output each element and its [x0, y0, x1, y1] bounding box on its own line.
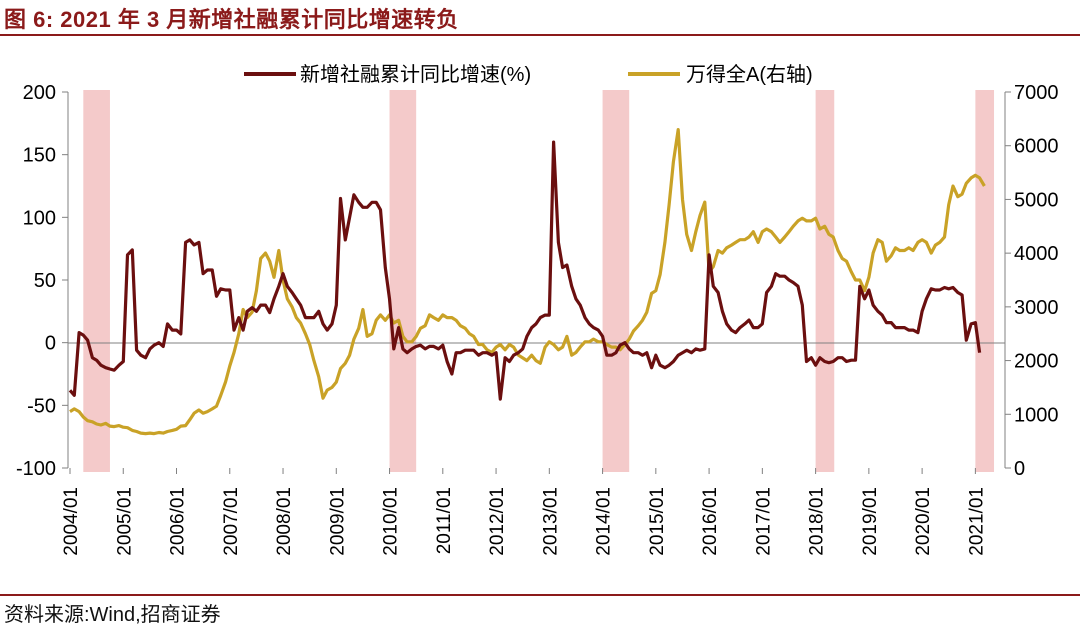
series-line-social-financing: [68, 140, 982, 401]
shaded-period: [602, 90, 630, 472]
legend-label-series1: 新增社融累计同比增速(%): [300, 63, 531, 86]
y-right-ticks: 7000 6000 5000 4000 3000 2000 1000 0: [1005, 82, 1059, 480]
y-right-tick-label: 6000: [1014, 136, 1059, 158]
y-left-tick-label: -100: [16, 458, 56, 480]
y-right-tick-label: 7000: [1014, 82, 1059, 104]
y-left-tick-label: 150: [23, 145, 56, 167]
x-tick-label: 2014/01: [594, 487, 615, 556]
y-left-tick-label: 50: [34, 270, 56, 292]
footer-rule: [0, 594, 1080, 596]
x-tick-label: 2012/01: [487, 487, 508, 556]
x-ticks: 2004/01 2005/01 2006/01 2007/01 2008/01 2009/…: [61, 468, 987, 556]
x-tick-label: 2013/01: [540, 487, 561, 556]
y-left-ticks: 200 150 100 50 0 -50 -100: [16, 82, 68, 480]
x-tick-label: 2010/01: [381, 487, 402, 556]
series-line-wind-a: [69, 128, 986, 436]
y-left-tick-label: -50: [27, 395, 56, 417]
y-right-tick-label: 1000: [1014, 404, 1059, 426]
x-tick-label: 2007/01: [221, 487, 242, 556]
x-tick-label: 2021/01: [966, 487, 987, 556]
legend: 新增社融累计同比增速(%) 万得全A(右轴): [244, 63, 813, 86]
y-left-tick-label: 200: [23, 82, 56, 104]
y-right-tick-label: 5000: [1014, 189, 1059, 211]
series-lines: [68, 128, 986, 436]
y-right-tick-label: 4000: [1014, 243, 1059, 265]
x-tick-label: 2004/01: [61, 487, 82, 556]
shaded-period: [815, 90, 835, 472]
shaded-period: [83, 90, 110, 472]
legend-label-series2: 万得全A(右轴): [686, 63, 813, 86]
shaded-period: [389, 90, 417, 472]
x-tick-label: 2018/01: [807, 487, 828, 556]
x-tick-label: 2005/01: [114, 487, 135, 556]
title-rule: [0, 34, 1080, 36]
x-tick-label: 2006/01: [168, 487, 189, 556]
x-tick-label: 2008/01: [274, 487, 295, 556]
x-tick-label: 2016/01: [700, 487, 721, 556]
x-tick-label: 2011/01: [434, 487, 455, 554]
source-note: 资料来源:Wind,招商证券: [4, 604, 221, 626]
x-tick-label: 2009/01: [327, 487, 348, 556]
y-right-tick-label: 0: [1014, 458, 1025, 480]
x-tick-label: 2019/01: [860, 487, 881, 556]
shaded-period: [975, 90, 995, 472]
x-tick-label: 2015/01: [647, 487, 668, 556]
shaded-periods: [83, 90, 995, 472]
y-right-tick-label: 3000: [1014, 297, 1059, 319]
x-tick-label: 2017/01: [753, 487, 774, 556]
chart: 200 150 100 50 0 -50 -100 7000 6000 5000 4000 3000…: [16, 63, 1059, 556]
y-left-tick-label: 100: [23, 207, 56, 229]
x-tick-label: 2020/01: [913, 487, 934, 556]
y-right-tick-label: 2000: [1014, 351, 1059, 373]
figure-title: 图 6: 2021 年 3 月新增社融累计同比增速转负: [4, 7, 459, 32]
y-left-tick-label: 0: [45, 333, 56, 355]
